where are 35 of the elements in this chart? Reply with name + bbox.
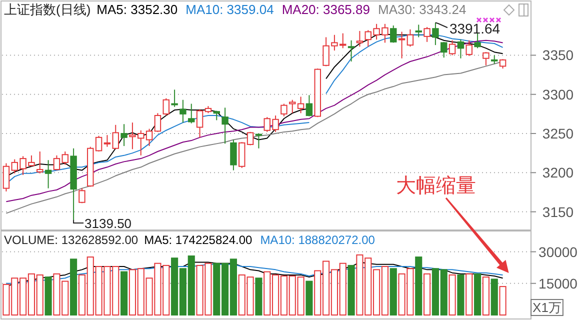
annotation: 3139.50 — [84, 216, 132, 231]
bar — [448, 274, 456, 316]
bar — [415, 256, 422, 316]
y-tick-label: 3350 — [542, 47, 574, 64]
y-tick-label: 3300 — [542, 86, 574, 102]
series-label: MA10: 188820272.00 — [260, 233, 376, 247]
y-tick-label: 3200 — [542, 164, 574, 181]
y-tick-label: 15000 — [538, 275, 578, 292]
bar — [482, 276, 490, 316]
bar — [490, 278, 498, 316]
series-label: MA5: 174225824.00 — [144, 233, 253, 247]
bar — [390, 268, 397, 316]
bar — [306, 280, 313, 316]
bar — [474, 273, 482, 316]
bar — [120, 271, 128, 316]
text: MA30: 3343.24 — [378, 2, 466, 17]
bar — [255, 278, 262, 316]
annotation: 3391.64 — [449, 20, 500, 37]
bar — [44, 276, 52, 316]
chart-title: VOLUME: 132628592.00 — [4, 233, 138, 247]
bar — [457, 274, 464, 316]
y-tick-label: 3250 — [542, 126, 574, 142]
y-axis-title: X1万 — [532, 300, 562, 315]
y-tick-label: 30000 — [538, 244, 578, 260]
text: MA10: 3359.04 — [186, 2, 274, 17]
text: MA5: 3352.30 — [96, 2, 178, 17]
annotation: 大幅缩量 — [396, 175, 476, 197]
bar — [70, 258, 78, 316]
bar — [348, 264, 355, 316]
bar — [424, 273, 431, 316]
bar — [466, 273, 473, 316]
chart-title: 上证指数(日线) — [4, 2, 91, 17]
text: MA20: 3365.89 — [282, 2, 370, 17]
y-tick-label: 3150 — [542, 204, 574, 220]
bar — [499, 286, 506, 316]
